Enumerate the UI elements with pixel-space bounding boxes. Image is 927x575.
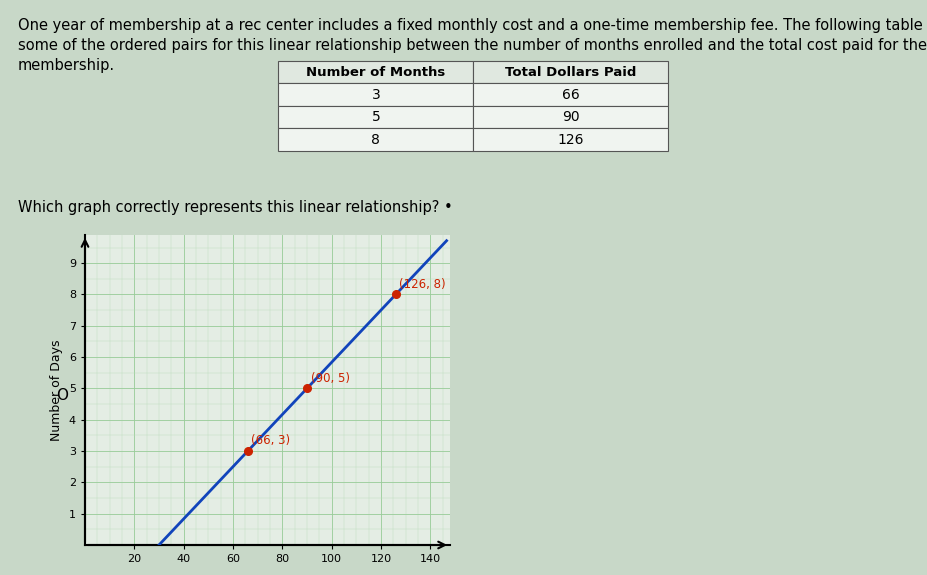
Text: membership.: membership. (18, 58, 115, 73)
Text: (90, 5): (90, 5) (311, 371, 349, 385)
Text: Which graph correctly represents this linear relationship? •: Which graph correctly represents this li… (18, 200, 452, 215)
Text: (66, 3): (66, 3) (251, 434, 290, 447)
Text: some of the ordered pairs for this linear relationship between the number of mon: some of the ordered pairs for this linea… (18, 38, 926, 53)
Text: (126, 8): (126, 8) (399, 278, 446, 291)
Y-axis label: Number of Days: Number of Days (50, 339, 63, 441)
Text: One year of membership at a rec center includes a fixed monthly cost and a one-t: One year of membership at a rec center i… (18, 18, 927, 33)
Text: O: O (56, 388, 68, 402)
